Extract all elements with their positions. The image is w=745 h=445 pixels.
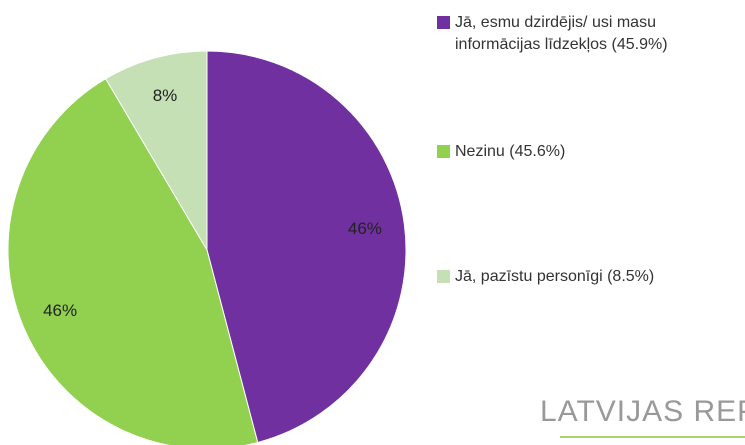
legend-label: Nezinu (45.6%) [455,143,566,160]
legend-label: Jā, esmu dzirdējis/ usi masu informācija… [455,14,668,53]
watermark: LATVIJAS REPU [540,395,745,428]
legend-item: Jā, esmu dzirdējis/ usi masu informācija… [437,12,740,56]
legend-item: Nezinu (45.6%) [437,141,740,163]
legend-swatch [437,145,450,158]
legend-swatch [437,270,450,283]
data-label: 46% [348,219,382,238]
legend-item: Jā, pazīstu personīgi (8.5%) [437,266,740,288]
legend-label: Jā, pazīstu personīgi (8.5%) [455,268,655,285]
data-label: 8% [153,86,178,105]
pie-slice [7,78,259,445]
pie-slice [105,50,208,252]
pie-slice [206,50,407,444]
data-label: 46% [43,301,77,320]
legend-swatch [437,16,450,29]
